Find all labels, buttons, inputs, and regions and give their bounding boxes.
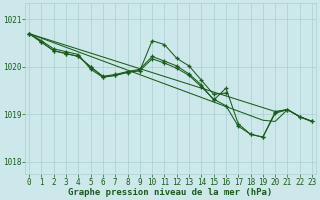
X-axis label: Graphe pression niveau de la mer (hPa): Graphe pression niveau de la mer (hPa) (68, 188, 273, 197)
